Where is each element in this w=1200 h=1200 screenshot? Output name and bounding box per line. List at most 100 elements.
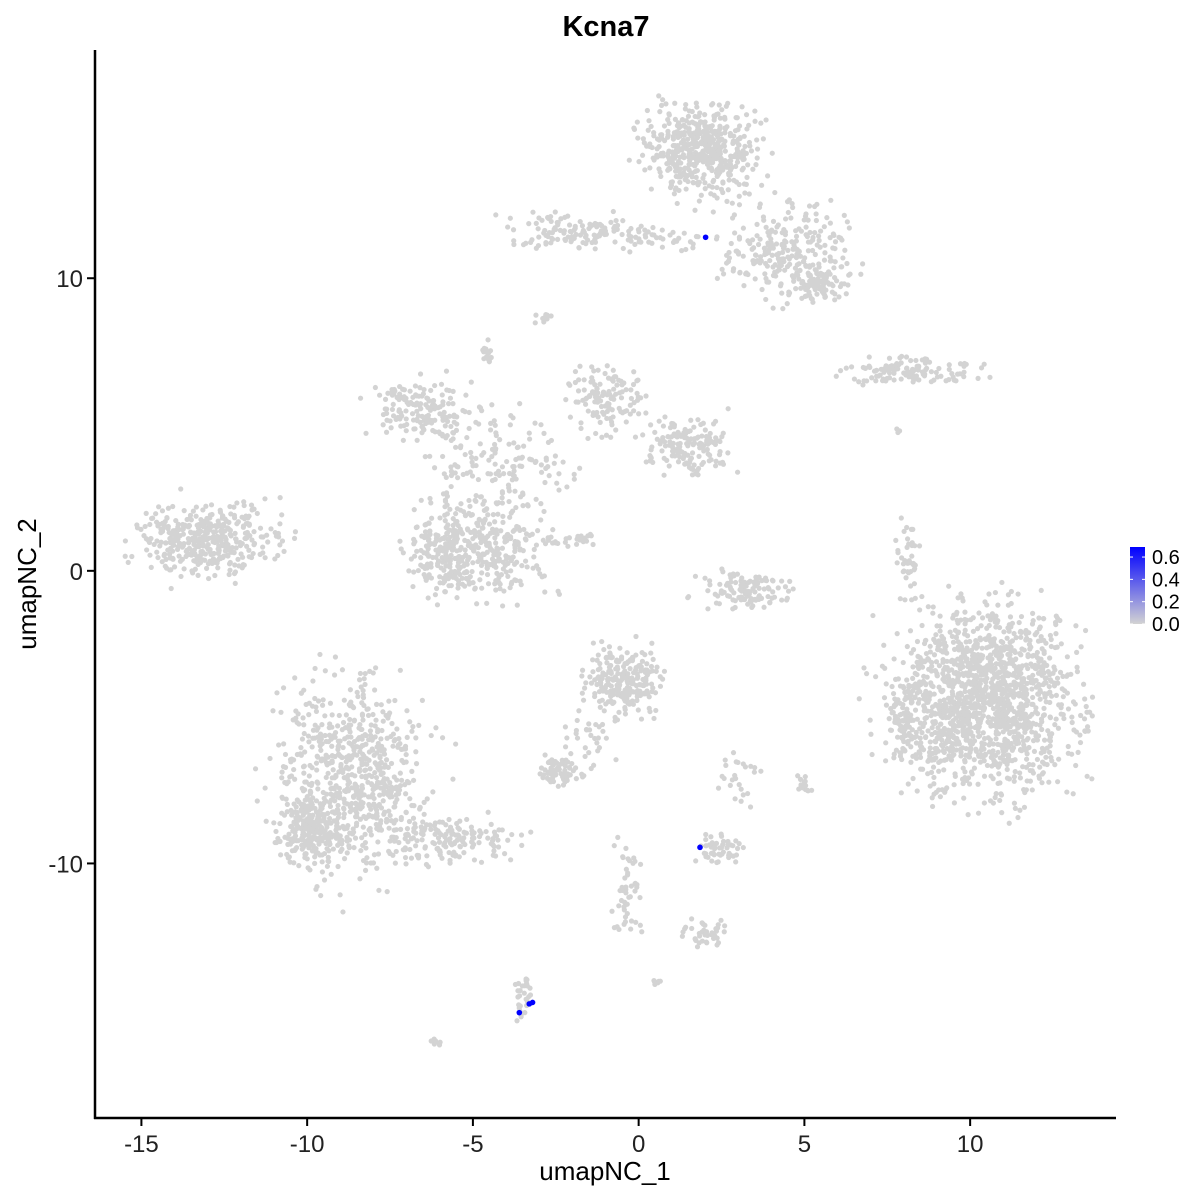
cell-point	[980, 730, 986, 736]
cell-point	[657, 441, 663, 447]
cell-point	[151, 541, 157, 548]
cell-point	[977, 635, 983, 641]
cell-point	[558, 216, 564, 222]
cell-point	[705, 606, 711, 612]
cell-point	[175, 524, 181, 530]
cell-point	[359, 783, 365, 789]
cell-point	[770, 243, 776, 249]
cell-point	[739, 104, 745, 110]
cell-point	[955, 741, 961, 747]
cell-point	[508, 510, 514, 516]
cell-point	[611, 374, 618, 380]
cell-point	[954, 701, 960, 707]
cell-point	[650, 224, 656, 231]
cell-point	[798, 285, 804, 291]
cell-point	[800, 258, 807, 264]
cell-point	[401, 394, 407, 400]
cell-point	[767, 599, 773, 605]
cell-point	[993, 647, 999, 653]
cell-point	[827, 235, 833, 241]
cell-point	[202, 551, 209, 557]
cell-point	[499, 464, 506, 470]
cell-point	[643, 675, 649, 681]
cell-point	[748, 148, 755, 154]
cell-point	[910, 775, 916, 782]
cell-point	[418, 547, 424, 554]
cell-point	[193, 504, 199, 510]
cell-point	[644, 107, 650, 114]
cell-point	[512, 548, 518, 554]
cell-point	[837, 368, 844, 374]
cell-point	[208, 502, 215, 508]
cell-point	[578, 420, 584, 426]
cell-point	[603, 432, 610, 438]
cell-point	[247, 533, 253, 539]
cell-point	[1069, 714, 1075, 720]
cell-point	[956, 647, 962, 653]
cell-point	[1021, 804, 1028, 810]
cell-point	[609, 422, 615, 428]
cell-point	[741, 283, 747, 289]
cell-point	[345, 823, 351, 829]
cell-point	[198, 552, 204, 558]
cell-point	[693, 121, 699, 127]
cell-point	[696, 441, 702, 447]
cell-point	[1063, 673, 1070, 679]
cell-point	[975, 810, 982, 816]
cell-point	[244, 543, 250, 549]
cell-point	[375, 727, 381, 733]
cell-point	[1042, 692, 1048, 698]
cell-point	[917, 607, 923, 613]
cell-point	[447, 506, 453, 512]
cell-point	[992, 759, 999, 766]
cell-point	[719, 434, 725, 440]
cell-point	[675, 145, 681, 151]
cell-point	[994, 730, 1000, 736]
cell-point	[467, 574, 473, 580]
cell-point	[697, 110, 703, 116]
cell-point	[728, 158, 734, 164]
cell-point	[716, 102, 722, 108]
cell-point	[634, 697, 640, 704]
cell-point	[704, 446, 710, 453]
cell-point	[1053, 716, 1059, 722]
cell-point	[789, 253, 795, 259]
cell-point	[631, 125, 637, 131]
cell-point	[752, 118, 758, 124]
cell-point	[477, 577, 483, 583]
cell-point	[166, 529, 172, 536]
cell-point	[418, 406, 424, 412]
cell-point	[971, 643, 977, 649]
cell-point	[712, 418, 719, 424]
cell-point	[705, 441, 711, 447]
cell-point	[401, 387, 407, 393]
cell-point	[357, 395, 364, 401]
cell-point	[414, 437, 420, 443]
cell-point	[894, 560, 900, 566]
cell-point	[560, 459, 566, 465]
cell-point	[652, 429, 658, 435]
cell-point	[521, 443, 527, 449]
cell-point	[177, 558, 184, 564]
cell-point	[403, 751, 409, 758]
cell-point	[178, 486, 184, 492]
cell-point	[928, 680, 934, 686]
cell-point	[507, 514, 513, 520]
cell-point	[737, 270, 743, 276]
cell-point	[211, 529, 217, 535]
cell-point	[993, 791, 999, 797]
cell-point	[443, 435, 449, 441]
cell-point	[816, 237, 822, 244]
cell-point	[572, 225, 578, 231]
cell-point	[960, 732, 966, 739]
cell-point	[681, 170, 687, 176]
cell-point	[629, 675, 635, 681]
cell-point	[448, 437, 454, 444]
cell-point	[125, 559, 131, 566]
cell-point	[900, 745, 906, 752]
cell-point	[576, 535, 583, 541]
cell-point	[506, 441, 512, 447]
cell-point	[484, 600, 490, 606]
cell-point	[364, 855, 370, 861]
cell-point	[883, 758, 889, 764]
